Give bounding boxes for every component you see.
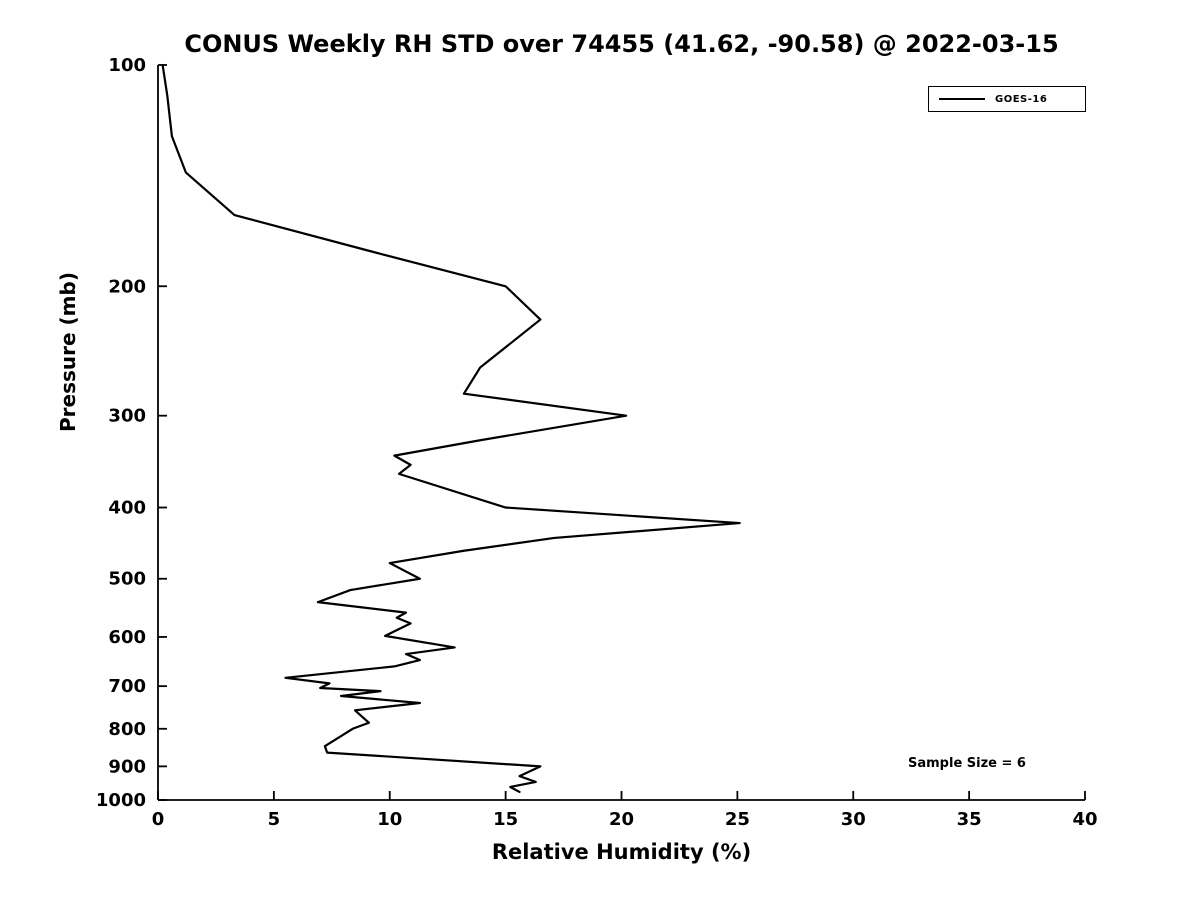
chart-title: CONUS Weekly RH STD over 74455 (41.62, -… — [184, 30, 1059, 58]
y-tick-label: 900 — [108, 756, 146, 777]
x-tick-label: 10 — [377, 809, 402, 830]
y-tick-label: 700 — [108, 676, 146, 697]
y-tick-label: 1000 — [96, 790, 146, 811]
x-tick-label: 40 — [1072, 809, 1097, 830]
tick-layer: 0 5 10 15 20 25 30 35 40 100 200 300 400 500 600 700 800… — [96, 55, 1098, 830]
x-tick-label: 0 — [152, 809, 165, 830]
y-tick-label: 100 — [108, 55, 146, 76]
x-tick-label: 5 — [268, 809, 281, 830]
y-tick-label: 600 — [108, 627, 146, 648]
x-axis-label: Relative Humidity (%) — [491, 840, 752, 864]
legend-line-sample-icon — [939, 98, 985, 100]
y-tick-label: 300 — [108, 406, 146, 427]
y-tick-label: 400 — [108, 498, 146, 519]
y-tick-label: 800 — [108, 719, 146, 740]
x-tick-label: 15 — [493, 809, 518, 830]
x-tick-label: 30 — [841, 809, 866, 830]
rh-std-line-series — [161, 63, 741, 794]
y-tick-label: 200 — [108, 276, 146, 297]
x-tick-label: 20 — [609, 809, 634, 830]
x-tick-label: 25 — [725, 809, 750, 830]
y-tick-label: 500 — [108, 569, 146, 590]
legend: GOES-16 — [928, 86, 1086, 112]
series-line-goes-16 — [161, 63, 741, 794]
x-tick-label: 35 — [957, 809, 982, 830]
axes-layer — [157, 65, 1085, 801]
legend-entry-label: GOES-16 — [995, 93, 1048, 105]
sample-size-annotation: Sample Size = 6 — [908, 756, 1026, 771]
